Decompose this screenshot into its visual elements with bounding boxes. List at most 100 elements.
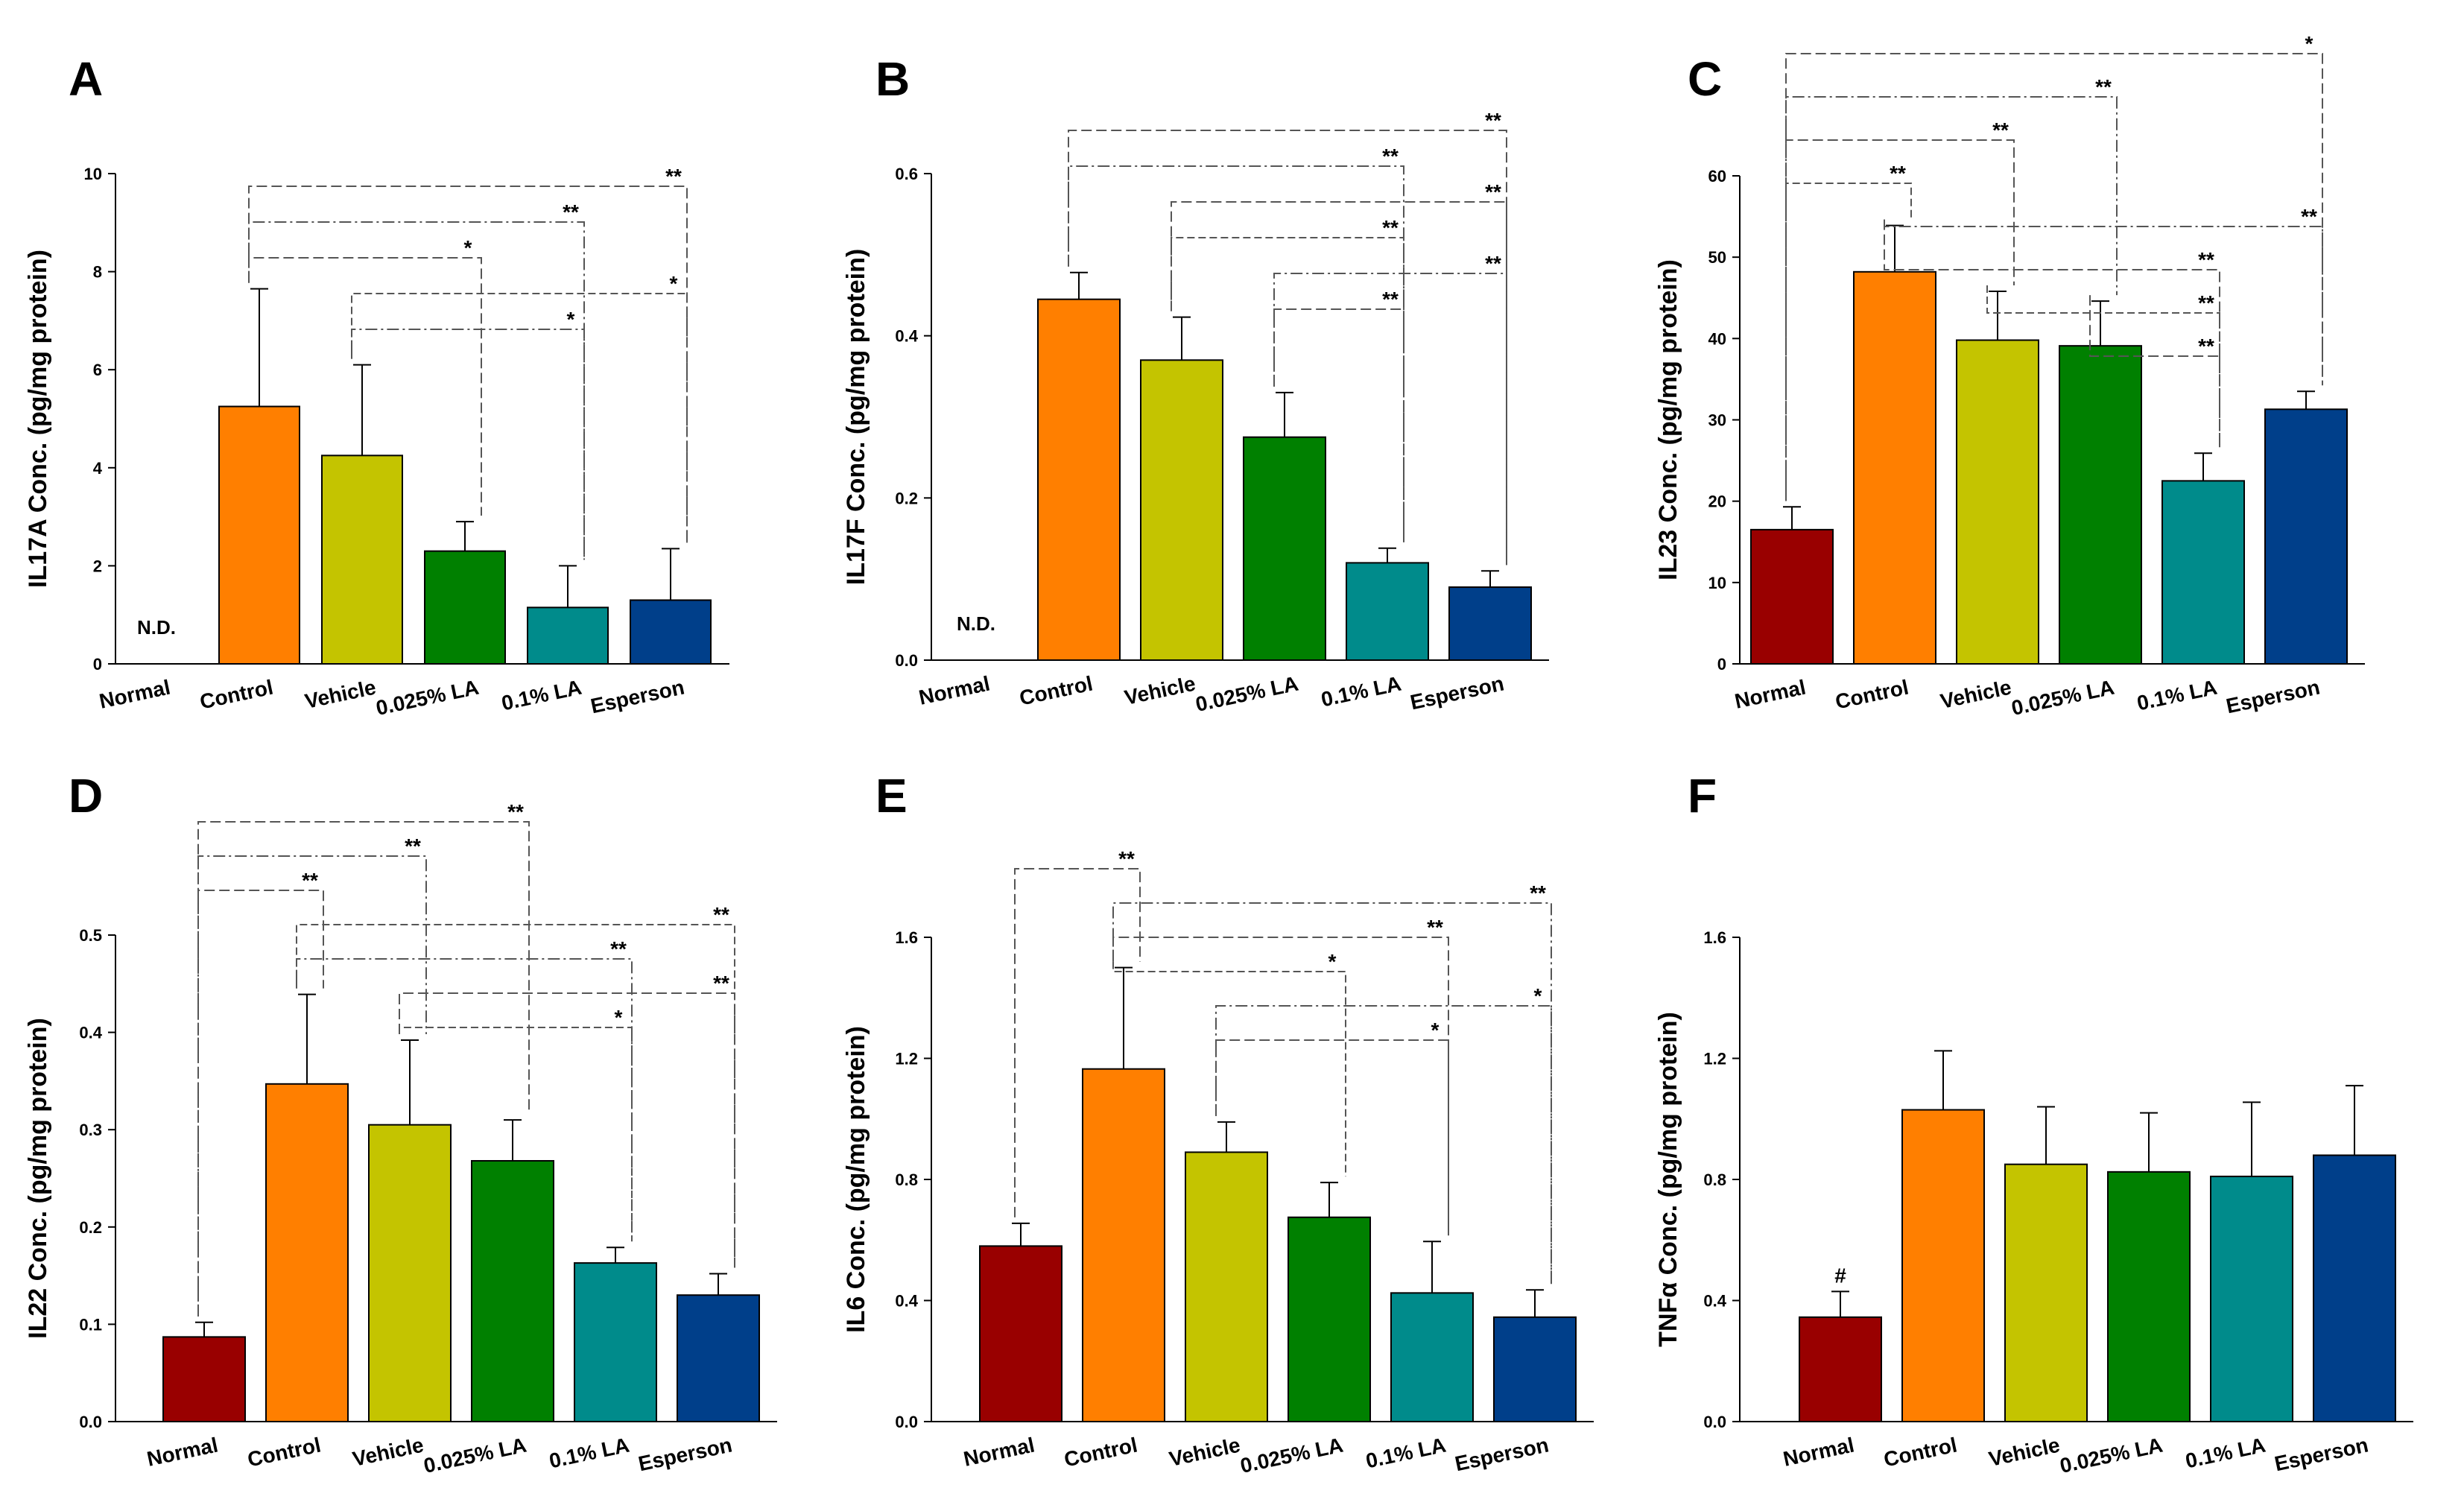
- panel-letter: E: [875, 769, 908, 823]
- bar-control: [1853, 270, 1936, 665]
- y-tick-label: 0.2: [895, 489, 918, 507]
- significance-stars: **: [1485, 252, 1501, 275]
- y-tick-label: 0: [1717, 655, 1726, 674]
- significance-stars: *: [670, 272, 678, 295]
- bar-esperson: [2264, 408, 2348, 665]
- panel-letter: A: [69, 52, 103, 106]
- significance-stars: **: [2095, 75, 2112, 98]
- significance-stars: **: [1992, 118, 2009, 142]
- significance-stars: **: [713, 972, 729, 995]
- significance-stars: **: [1427, 916, 1443, 939]
- y-tick-label: 0.0: [895, 651, 918, 670]
- bar-control: [1082, 1068, 1165, 1422]
- bar-0-1-la: [574, 1262, 657, 1422]
- bar-vehicle: [321, 454, 403, 665]
- significance-stars: **: [563, 200, 579, 224]
- significance-bracket: [1884, 219, 2220, 448]
- panel-d: D 0.0 0.1 0.2 0.3 0.4 0.5 IL22 Conc. (pg/mg pro…: [24, 769, 777, 1477]
- significance-stars: *: [2305, 32, 2313, 55]
- significance-stars: *: [1534, 984, 1542, 1007]
- y-tick-label: 4: [93, 459, 103, 478]
- y-tick-label: 1.6: [1703, 928, 1726, 947]
- significance-bracket: [351, 329, 585, 560]
- y-tick-label: 0.0: [79, 1413, 102, 1431]
- y-tick-label: 0.2: [79, 1218, 102, 1237]
- bar-normal: [1750, 528, 1834, 665]
- y-axis-title: IL17A Conc. (pg/mg protein): [24, 250, 52, 588]
- significance-bracket: [1068, 165, 1404, 542]
- significance-mark: #: [1834, 1264, 1846, 1287]
- not-detected-label: N.D.: [137, 616, 176, 639]
- y-tick-label: 0.6: [895, 165, 918, 183]
- panel-letter: D: [69, 769, 103, 823]
- significance-bracket: [248, 221, 585, 560]
- bar-esperson: [677, 1294, 760, 1422]
- y-tick-label: 10: [84, 165, 102, 183]
- y-tick-label: 8: [93, 263, 102, 282]
- y-tick-label: 60: [1708, 167, 1726, 186]
- bar-normal: [979, 1245, 1062, 1422]
- significance-bracket: [1273, 273, 1507, 566]
- y-axis-title: IL23 Conc. (pg/mg protein): [1654, 259, 1682, 580]
- significance-stars: *: [1431, 1019, 1440, 1042]
- significance-bracket: [1215, 1039, 1449, 1236]
- bar-vehicle: [2004, 1163, 2088, 1422]
- significance-stars: **: [1382, 145, 1399, 168]
- significance-stars: **: [665, 165, 682, 188]
- significance-bracket: [1112, 937, 1449, 1236]
- y-tick-label: 0.4: [79, 1024, 102, 1042]
- y-tick-label: 0.4: [1703, 1292, 1726, 1311]
- y-tick-label: 0.4: [895, 1292, 918, 1311]
- y-tick-label: 6: [93, 361, 102, 379]
- significance-stars: **: [1485, 180, 1501, 203]
- significance-stars: *: [464, 236, 472, 259]
- bar-control: [265, 1083, 349, 1422]
- bar-0-1-la: [2210, 1175, 2293, 1422]
- y-tick-label: 0.0: [1703, 1413, 1726, 1431]
- significance-stars: **: [405, 834, 421, 858]
- panel-e: E 0.0 0.4 0.8 1.2 1.6 IL6 Conc. (pg/mg protein…: [842, 769, 1594, 1477]
- y-tick-label: 0.0: [895, 1413, 918, 1431]
- panel-letter: F: [1688, 769, 1717, 823]
- bar-esperson: [1448, 586, 1532, 661]
- y-tick-label: 0.3: [79, 1121, 102, 1139]
- significance-bracket: [2089, 295, 2220, 448]
- y-tick-label: 0.8: [1703, 1171, 1726, 1189]
- y-tick-label: 20: [1708, 492, 1726, 511]
- bar-esperson: [1493, 1316, 1577, 1422]
- y-tick-label: 40: [1708, 329, 1726, 348]
- bar-0-025-la: [471, 1159, 554, 1422]
- y-tick-label: 0.4: [895, 327, 918, 346]
- bar-0-025-la: [424, 550, 506, 665]
- bar-0-025-la: [2059, 345, 2142, 665]
- significance-stars: **: [1485, 109, 1501, 132]
- significance-stars: **: [1382, 288, 1399, 311]
- significance-bracket: [1273, 308, 1404, 542]
- y-tick-label: 50: [1708, 248, 1726, 267]
- panel-c: C 0 10 20 30 40 50 60 IL23 Conc. (pg/mg protein)…: [1654, 32, 2365, 720]
- significance-stars: **: [507, 800, 524, 823]
- y-tick-label: 10: [1708, 574, 1726, 592]
- y-axis-title: IL6 Conc. (pg/mg protein): [842, 1026, 870, 1333]
- significance-bracket: [399, 1027, 633, 1242]
- significance-bracket: [1112, 961, 1346, 1177]
- bar-normal: [162, 1336, 246, 1423]
- bar-control: [218, 405, 300, 665]
- y-tick-label: 2: [93, 557, 102, 575]
- significance-stars: *: [615, 1006, 623, 1029]
- panel-letter: C: [1688, 52, 1722, 106]
- panel-f: F 0.0 0.4 0.8 1.2 1.6 TNFα Conc. (pg/mg protei…: [1654, 769, 2413, 1477]
- bar-vehicle: [368, 1124, 452, 1423]
- bar-vehicle: [1140, 359, 1223, 661]
- significance-stars: **: [713, 903, 729, 926]
- y-tick-label: 0: [93, 655, 102, 674]
- bar-esperson: [630, 599, 712, 665]
- bar-esperson: [2313, 1154, 2396, 1422]
- panel-letter: B: [875, 52, 910, 106]
- bar-0-1-la: [1390, 1292, 1474, 1422]
- significance-bracket: [399, 992, 735, 1268]
- y-tick-label: 1.6: [895, 928, 918, 947]
- y-tick-label: 0.8: [895, 1171, 918, 1189]
- significance-stars: **: [1382, 216, 1399, 239]
